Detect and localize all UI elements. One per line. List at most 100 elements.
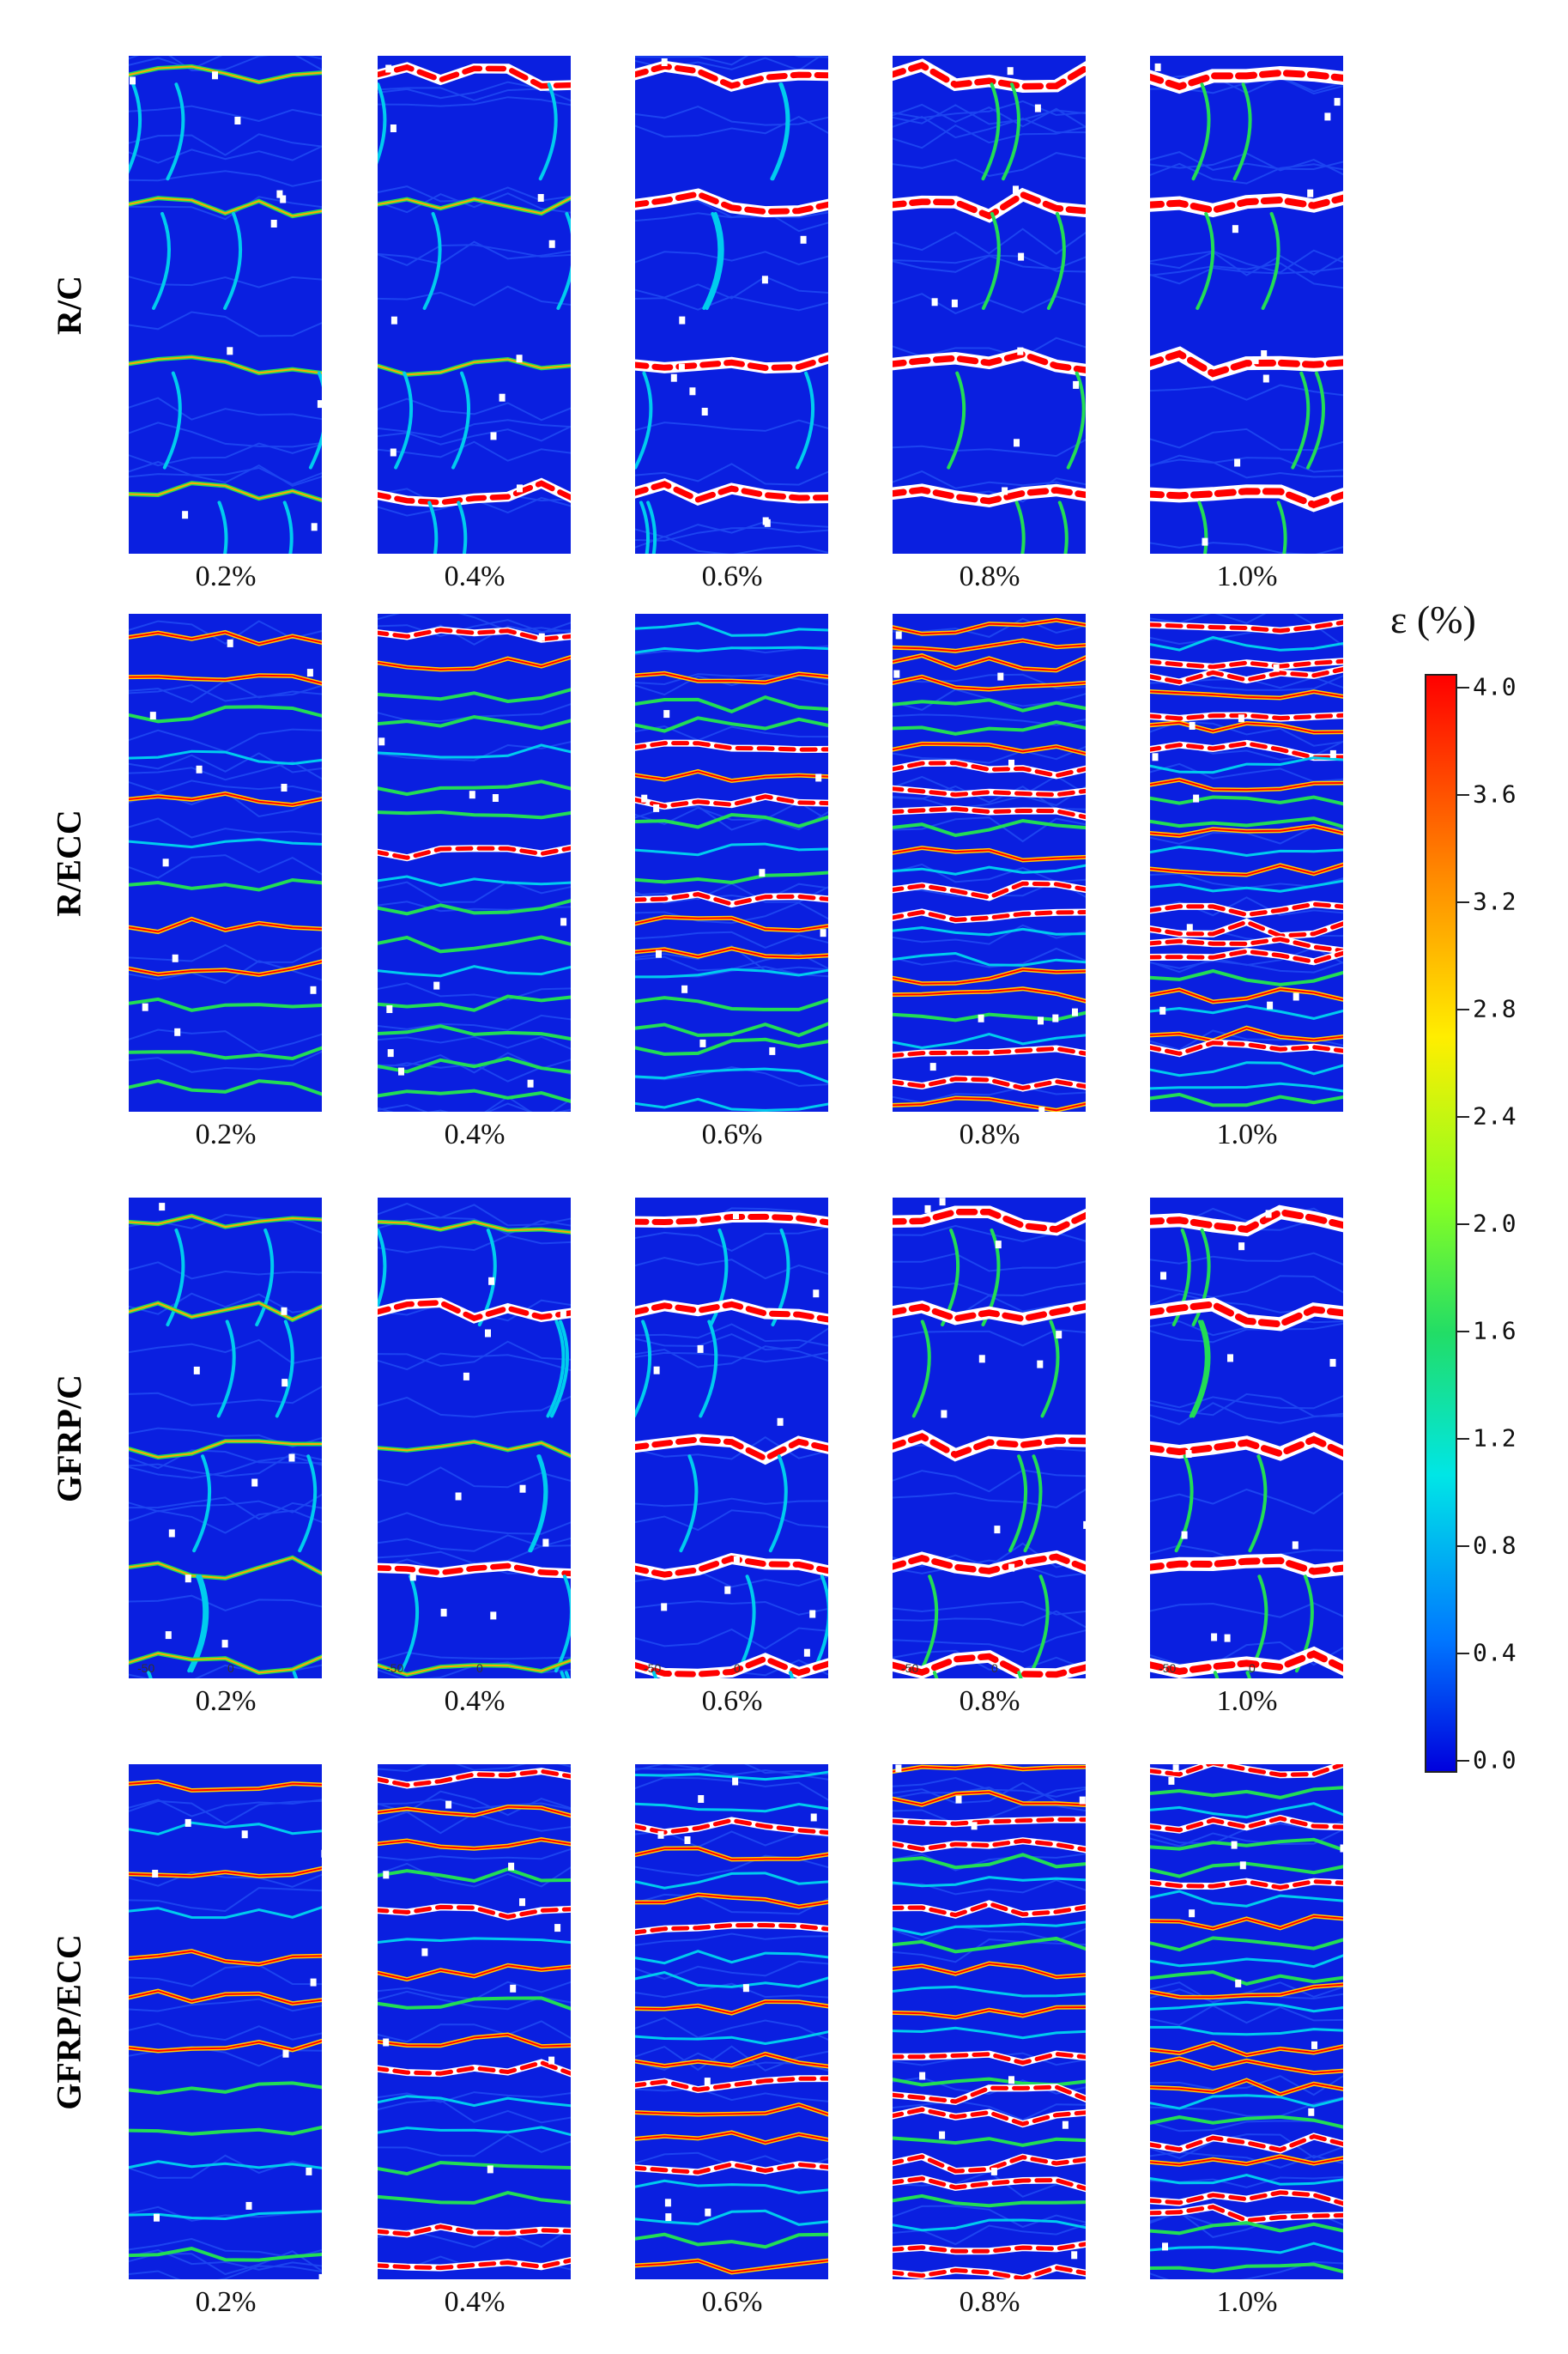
strain-map-rc-0p4pct <box>378 56 571 554</box>
strain-map-gecc-0p6pct <box>635 1764 828 2279</box>
crack-pattern <box>893 1764 1086 2279</box>
strain-level-label: 0.8% <box>959 2286 1020 2318</box>
strain-level-label: 0.4% <box>444 1685 506 1717</box>
colorbar-tick-mark <box>1457 1438 1469 1440</box>
colorbar-tick-label: 2.0 <box>1473 1209 1517 1238</box>
axis-tick-label: 0 <box>734 1661 741 1675</box>
strain-map-recc-0p2pct <box>129 614 322 1112</box>
strain-map-recc-0p8pct <box>893 614 1086 1112</box>
crack-pattern <box>129 1779 322 2279</box>
row-label-text: GFRP/C <box>49 1374 88 1502</box>
strain-level-label: 0.4% <box>444 1119 506 1150</box>
row-label-recc: R/ECC <box>0 614 137 1112</box>
colorbar-title: ε (%) <box>1390 598 1476 641</box>
colorbar-tick-label: 0.8 <box>1473 1531 1517 1560</box>
crack-pattern <box>1150 63 1343 554</box>
strain-map-gecc-0p2pct <box>129 1764 322 2279</box>
axis-tick-label: -50 <box>1159 1661 1177 1675</box>
strain-map-rc-1p0pct <box>1150 56 1343 554</box>
colorbar-tick-label: 1.2 <box>1473 1423 1517 1453</box>
crack-pattern <box>1150 1764 1343 2279</box>
strain-map-gc-0p6pct <box>635 1198 828 1678</box>
row-label-gc: GFRP/C <box>0 1198 137 1678</box>
crack-pattern <box>893 58 1086 554</box>
colorbar-tick-label: 0.0 <box>1473 1745 1517 1775</box>
strain-level-label: 0.2% <box>195 2286 257 2318</box>
axis-tick-label: 0 <box>1249 1661 1256 1675</box>
colorbar-tick-mark <box>1457 687 1469 689</box>
strain-level-label: 1.0% <box>1216 1119 1278 1150</box>
strain-map-rc-0p6pct <box>635 56 828 554</box>
strain-level-label: 0.8% <box>959 561 1020 592</box>
crack-pattern <box>1150 614 1343 1107</box>
colorbar-tick-mark <box>1457 1223 1469 1225</box>
crack-pattern <box>1150 1204 1343 1678</box>
strain-map-rc-0p2pct <box>129 56 322 554</box>
crack-pattern <box>635 622 828 1112</box>
strain-map-gc-1p0pct <box>1150 1198 1343 1678</box>
colorbar-tick-label: 1.6 <box>1473 1316 1517 1345</box>
crack-pattern <box>378 1202 571 1678</box>
strain-level-label: 0.2% <box>195 1119 257 1150</box>
strain-level-label: 0.6% <box>701 1685 763 1717</box>
row-label-text: R/ECC <box>49 809 88 917</box>
axis-tick-label: -50 <box>901 1661 919 1675</box>
colorbar-tick-label: 4.0 <box>1473 672 1517 701</box>
axis-tick-label: 0 <box>991 1661 998 1675</box>
strain-map-gc-0p4pct <box>378 1198 571 1678</box>
colorbar-tick-mark <box>1457 1116 1469 1118</box>
colorbar-tick-label: 0.4 <box>1473 1638 1517 1667</box>
strain-map-rc-0p8pct <box>893 56 1086 554</box>
strain-map-gecc-0p4pct <box>378 1764 571 2279</box>
crack-pattern <box>129 620 322 1096</box>
strain-level-label: 0.8% <box>959 1119 1020 1150</box>
crack-pattern <box>378 62 571 554</box>
strain-level-label: 0.4% <box>444 2286 506 2318</box>
strain-map-recc-0p4pct <box>378 614 571 1112</box>
strain-level-label: 1.0% <box>1216 561 1278 592</box>
strain-map-gecc-1p0pct <box>1150 1764 1343 2279</box>
strain-map-gc-0p8pct <box>893 1198 1086 1678</box>
colorbar-tick-mark <box>1457 901 1469 903</box>
strain-level-label: 1.0% <box>1216 2286 1278 2318</box>
row-label-gecc: GFRP/ECC <box>0 1764 137 2279</box>
row-label-text: R/C <box>49 275 88 335</box>
colorbar-tick-mark <box>1457 794 1469 796</box>
strain-map-recc-1p0pct <box>1150 614 1343 1112</box>
strain-level-label: 0.6% <box>701 561 763 592</box>
strain-level-label: 1.0% <box>1216 1685 1278 1717</box>
strain-level-label: 0.6% <box>701 1119 763 1150</box>
row-label-text: GFRP/ECC <box>49 1933 88 2110</box>
axis-tick-label: 0 <box>476 1661 483 1675</box>
strain-map-gc-0p2pct <box>129 1198 322 1678</box>
strain-level-label: 0.2% <box>195 1685 257 1717</box>
row-label-rc: R/C <box>0 56 137 554</box>
colorbar-tick-mark <box>1457 1760 1469 1762</box>
strain-map-gecc-0p8pct <box>893 1764 1086 2279</box>
crack-pattern <box>635 56 828 554</box>
strain-level-label: 0.4% <box>444 561 506 592</box>
colorbar-tick-mark <box>1457 1331 1469 1332</box>
strain-level-label: 0.8% <box>959 1685 1020 1717</box>
colorbar-tick-mark <box>1457 1009 1469 1010</box>
colorbar-tick-label: 2.8 <box>1473 994 1517 1023</box>
colorbar-tick-label: 2.4 <box>1473 1101 1517 1131</box>
axis-tick-label: -50 <box>137 1661 155 1675</box>
crack-pattern <box>129 1203 322 1678</box>
crack-pattern <box>129 56 322 554</box>
strain-colorbar <box>1425 674 1457 1773</box>
strain-level-label: 0.2% <box>195 561 257 592</box>
strain-level-label: 0.6% <box>701 2286 763 2318</box>
axis-tick-label: -50 <box>386 1661 404 1675</box>
colorbar-tick-mark <box>1457 1545 1469 1547</box>
colorbar-tick-label: 3.2 <box>1473 887 1517 916</box>
axis-tick-label: 0 <box>227 1661 234 1675</box>
crack-pattern <box>378 1764 571 2272</box>
crack-pattern <box>893 1198 1086 1678</box>
axis-tick-label: -50 <box>644 1661 662 1675</box>
colorbar-tick-label: 3.6 <box>1473 780 1517 809</box>
colorbar-tick-mark <box>1457 1653 1469 1654</box>
crack-pattern <box>635 1207 828 1678</box>
crack-pattern <box>378 614 571 1112</box>
strain-map-recc-0p6pct <box>635 614 828 1112</box>
